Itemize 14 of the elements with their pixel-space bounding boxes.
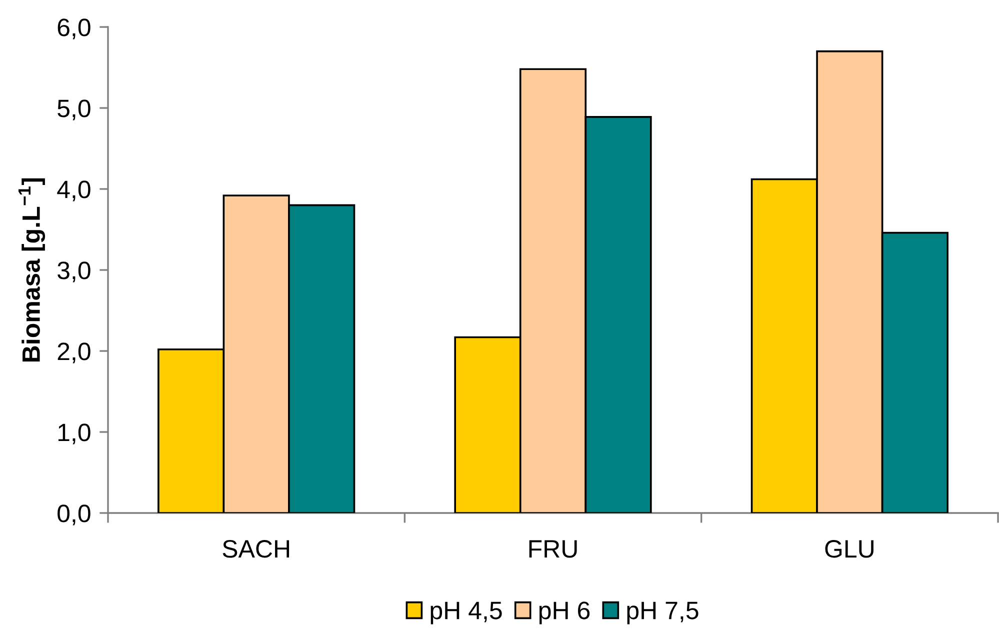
x-tick-label: FRU: [529, 540, 577, 558]
y-tick-label: 0,0: [58, 504, 90, 526]
y-tick-label: 3,0: [58, 262, 90, 282]
x-tick-label: SACH: [222, 540, 290, 558]
y-tick-label: 4,0: [57, 180, 90, 202]
x-tick-label: GLU: [825, 540, 874, 558]
legend-label: pH 4,5: [430, 602, 502, 624]
y-tick-label: 1,0: [58, 424, 90, 444]
y-tick-label: 6,0: [58, 18, 90, 40]
legend-label: pH 6: [539, 602, 590, 624]
y-axis-title: Biomasa [g.L$^{−1}$]: [18, 178, 46, 362]
legend-label: pH 7,5: [627, 602, 698, 624]
y-tick-label: 2,0: [58, 342, 90, 364]
y-tick-label: 5,0: [58, 100, 90, 120]
